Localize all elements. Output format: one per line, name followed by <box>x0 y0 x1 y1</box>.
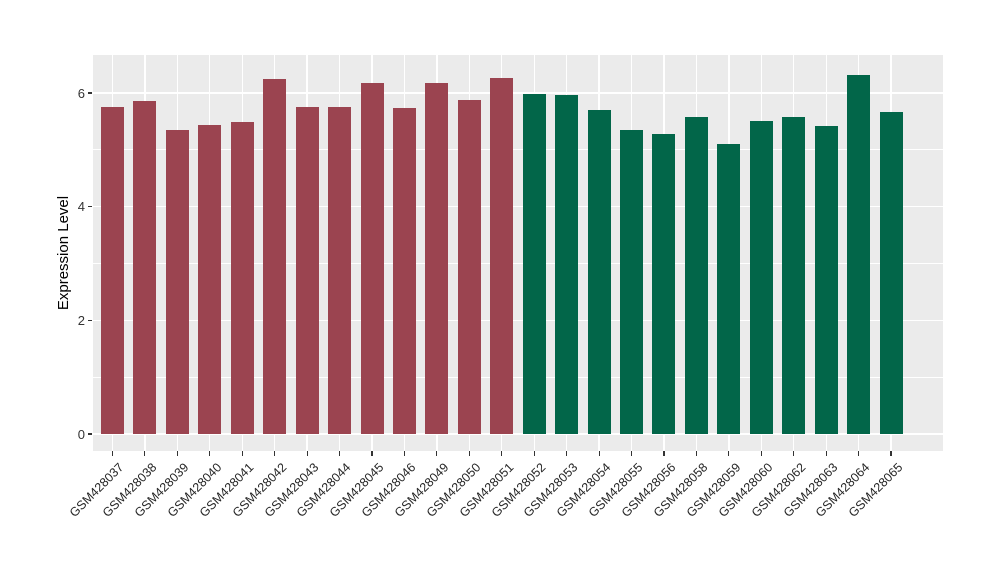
gridline-major-horizontal <box>93 319 943 322</box>
y-tick-label: 6 <box>77 85 85 101</box>
x-tick-mark <box>241 451 243 456</box>
plot-panel <box>93 55 943 451</box>
bar <box>295 107 319 434</box>
x-tick-mark <box>371 451 373 456</box>
gridline-minor-horizontal <box>93 149 943 151</box>
bar <box>425 82 449 434</box>
gridline-minor-horizontal <box>93 376 943 378</box>
bar <box>230 121 254 434</box>
gridline-major-horizontal <box>93 92 943 94</box>
y-tick-mark <box>87 319 92 321</box>
bar <box>587 110 611 434</box>
x-tick-mark <box>403 451 406 456</box>
bar <box>782 117 806 434</box>
y-tick-label: 2 <box>77 312 85 328</box>
x-tick-mark <box>858 451 860 456</box>
bar <box>457 99 481 434</box>
bar <box>133 100 157 434</box>
y-tick-mark <box>87 433 92 435</box>
x-tick-mark <box>598 451 600 456</box>
bar <box>328 107 352 434</box>
bar <box>165 129 189 434</box>
bar <box>717 144 741 434</box>
x-tick-mark <box>306 451 308 456</box>
bar <box>198 124 222 434</box>
bar <box>684 116 708 434</box>
bar <box>879 112 903 434</box>
x-tick-mark <box>728 451 730 456</box>
bar <box>360 83 384 434</box>
x-tick-mark <box>695 451 698 456</box>
x-tick-mark <box>501 451 503 456</box>
bar <box>522 93 546 434</box>
gridline-major-horizontal <box>93 205 943 208</box>
bar <box>749 120 773 434</box>
x-tick-mark <box>176 451 178 456</box>
bar <box>652 134 676 434</box>
x-tick-mark <box>436 451 438 456</box>
x-tick-mark <box>111 451 114 456</box>
bar <box>620 129 644 434</box>
x-tick-mark <box>144 451 146 456</box>
bar <box>392 108 416 434</box>
bar <box>555 94 579 434</box>
x-tick-mark <box>663 451 665 456</box>
x-tick-mark <box>793 451 795 456</box>
bar <box>847 74 871 434</box>
y-tick-label: 0 <box>77 426 85 442</box>
y-tick-mark <box>87 206 92 208</box>
bar <box>490 78 514 434</box>
x-tick-mark <box>630 451 633 456</box>
bar <box>100 107 124 434</box>
bar <box>263 78 287 434</box>
x-tick-mark <box>566 451 568 456</box>
x-tick-mark <box>890 451 892 456</box>
x-tick-mark <box>760 451 762 456</box>
y-tick-label: 4 <box>77 199 85 215</box>
x-tick-mark <box>825 451 827 456</box>
x-tick-mark <box>468 451 470 456</box>
x-tick-mark <box>338 451 341 456</box>
x-tick-mark <box>274 451 276 456</box>
gridline-minor-horizontal <box>93 263 943 264</box>
x-tick-mark <box>533 451 535 456</box>
y-tick-mark <box>87 92 92 94</box>
gridline-major-horizontal <box>93 433 943 435</box>
bar <box>814 125 838 434</box>
x-tick-mark <box>209 451 211 456</box>
